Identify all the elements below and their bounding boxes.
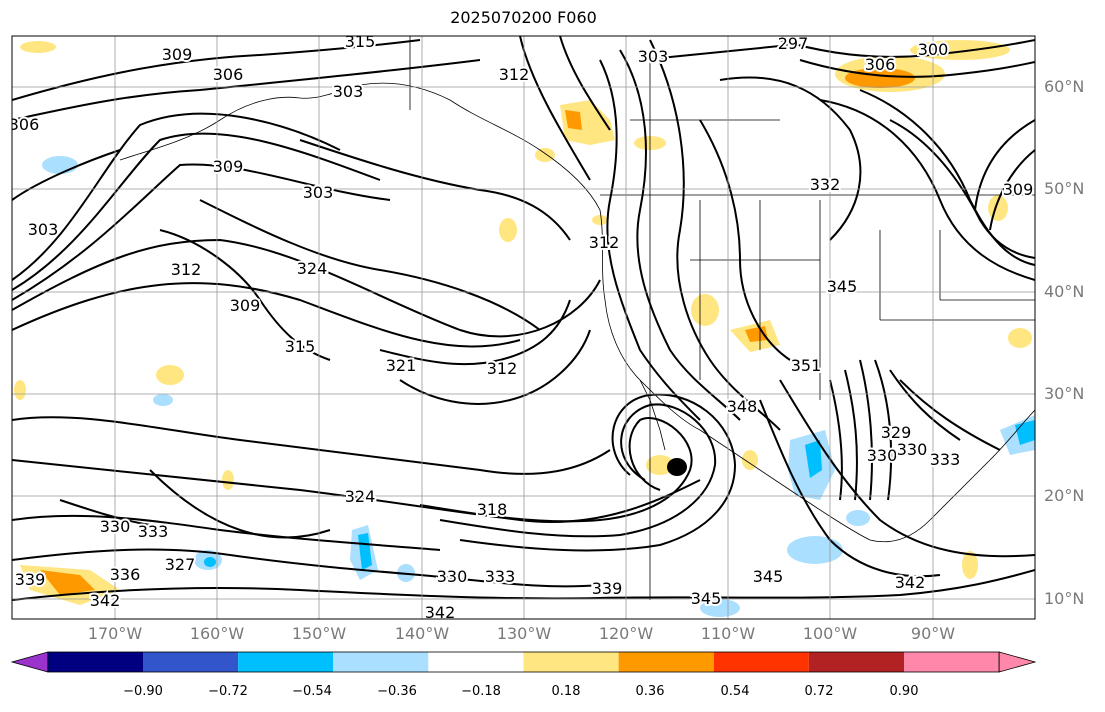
lat-label: 60°N (1044, 77, 1085, 96)
contour-label: 303 (333, 82, 364, 101)
colorbar-bin (333, 652, 429, 672)
colorbar-bin (523, 652, 619, 672)
contour-label: 332 (810, 175, 841, 194)
colorbar-tick-label: −0.54 (292, 684, 332, 699)
contour-label: 312 (499, 65, 530, 84)
contour-label: 336 (110, 565, 141, 584)
contour-label: 333 (138, 522, 169, 541)
coastline-layer (119, 36, 1035, 600)
contour-label: 297 (778, 34, 809, 53)
colorbar-bin (238, 652, 334, 672)
contour-label: 318 (477, 500, 508, 519)
contour-label: 303 (303, 183, 334, 202)
contour-label: 324 (345, 487, 376, 506)
contour-label: 329 (881, 423, 912, 442)
lon-label: 170°W (87, 624, 143, 643)
contour-label: 345 (691, 589, 722, 608)
contour-label: 351 (791, 356, 822, 375)
contour-label: 342 (895, 573, 926, 592)
colorbar-tick-label: −0.90 (123, 684, 163, 699)
colorbar-outline (47, 651, 1000, 673)
contour-label: 330 (897, 440, 928, 459)
graticule (12, 36, 1035, 619)
contour-label: 309 (162, 45, 193, 64)
lon-label: 120°W (598, 624, 654, 643)
colorbar-extend-low (10, 651, 49, 673)
lon-label: 150°W (291, 624, 347, 643)
contour-label: 339 (592, 579, 623, 598)
lat-label: 20°N (1044, 486, 1085, 505)
lat-label: 40°N (1044, 282, 1085, 301)
contour-label: 321 (386, 356, 417, 375)
colorbar-bin (618, 652, 714, 672)
contour-label: 312 (589, 233, 620, 252)
contour-label: 303 (638, 47, 669, 66)
colorbar-extend-high (998, 651, 1037, 673)
contour-labels: 315 309 306 303 306 309 303 303 312 324 … (9, 32, 1035, 622)
lon-label: 100°W (802, 624, 858, 643)
contour-label: 333 (485, 567, 516, 586)
contour-label: 312 (487, 359, 518, 378)
colorbar-tick-label: 0.54 (720, 684, 750, 699)
contour-label: 309 (230, 296, 261, 315)
colorbar-tick-label: 0.18 (551, 684, 581, 699)
contour-label: 309 (213, 157, 244, 176)
lat-label: 30°N (1044, 384, 1085, 403)
colorbar-bin (904, 652, 1000, 672)
colorbar-bin (428, 652, 524, 672)
contour-label: 342 (90, 591, 121, 610)
colorbar-bin (713, 652, 809, 672)
contour-label: 345 (827, 277, 858, 296)
lon-label: 110°W (700, 624, 756, 643)
colorbar-bin (47, 652, 143, 672)
shading-layer (14, 40, 1035, 617)
colorbar-tick-label: −0.18 (461, 684, 501, 699)
contour-label: 303 (28, 220, 59, 239)
lon-label: 130°W (496, 624, 552, 643)
lat-label: 10°N (1044, 589, 1085, 608)
contour-label: 333 (930, 450, 961, 469)
contour-label: 345 (753, 567, 784, 586)
contour-label: 348 (727, 397, 758, 416)
colorbar (10, 651, 1037, 673)
colorbar-bin (143, 652, 239, 672)
contour-label: 324 (297, 259, 328, 278)
contour-label: 315 (345, 32, 376, 51)
contour-label: 339 (15, 570, 46, 589)
colorbar-tick-label: 0.36 (635, 684, 665, 699)
map-frame (11, 35, 1036, 620)
contour-label: 309 (1003, 180, 1034, 199)
contour-label: 306 (213, 65, 244, 84)
contour-label: 330 (867, 446, 898, 465)
colorbar-tick-label: −0.72 (208, 684, 248, 699)
contour-label: 342 (425, 603, 456, 622)
colorbar-tick-label: −0.36 (377, 684, 417, 699)
contour-label: 306 (865, 55, 896, 74)
lat-label: 50°N (1044, 179, 1085, 198)
lon-label: 90°W (910, 624, 956, 643)
colorbar-bin (808, 652, 904, 672)
colorbar-tick-label: 0.72 (804, 684, 834, 699)
colorbar-tick-label: 0.90 (889, 684, 919, 699)
lon-label: 140°W (394, 624, 450, 643)
contour-label: 312 (171, 260, 202, 279)
plot-title: 2025070200 F060 (450, 8, 597, 27)
contour-label: 300 (918, 40, 949, 59)
contour-label: 315 (285, 337, 316, 356)
contour-label: 330 (437, 567, 468, 586)
contour-label: 327 (165, 555, 196, 574)
contour-label: 306 (9, 115, 40, 134)
contour-label: 330 (100, 517, 131, 536)
lon-label: 160°W (189, 624, 245, 643)
